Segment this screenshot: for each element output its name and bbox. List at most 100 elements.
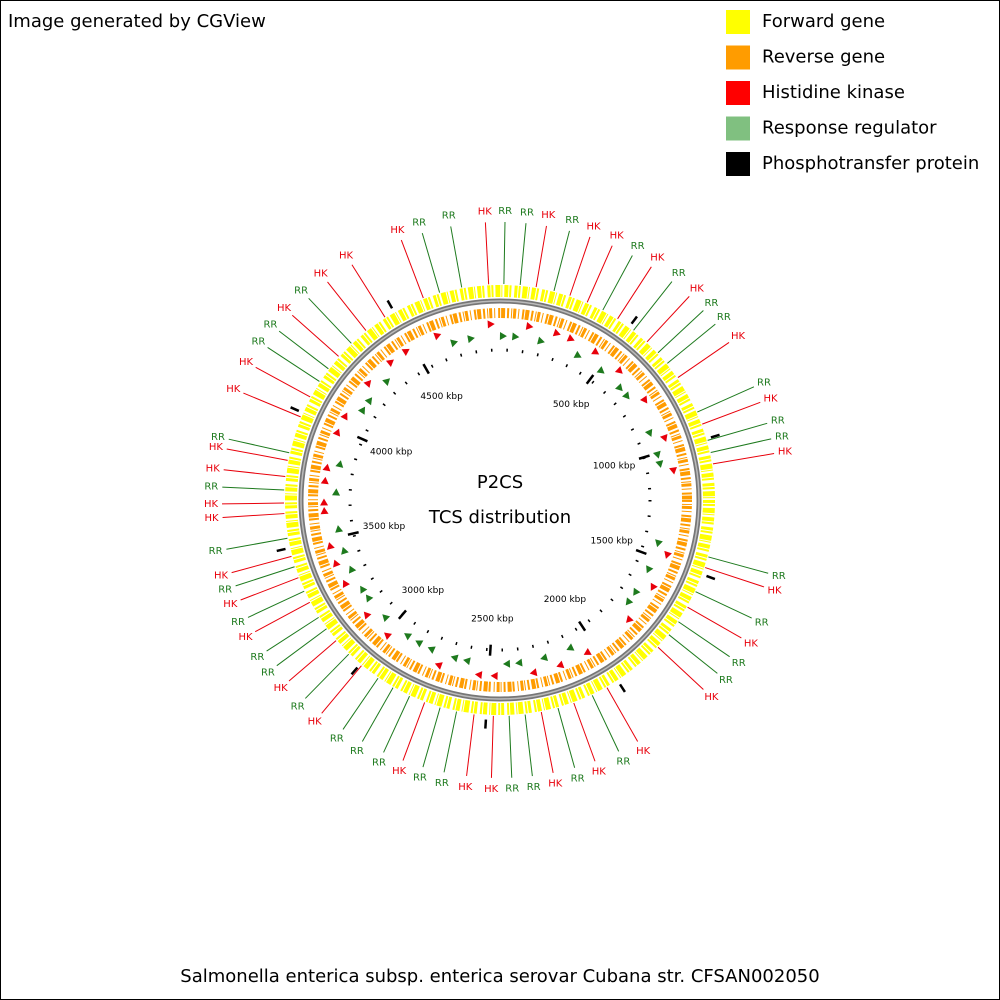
feature-label: RR	[294, 285, 308, 296]
feature-arrow	[490, 672, 498, 681]
map-title: P2CS	[477, 472, 523, 493]
feature-arrow	[340, 412, 348, 421]
feature-line	[678, 621, 730, 658]
outer-tick	[484, 719, 488, 729]
feature-line	[668, 634, 718, 674]
feature-arrow	[335, 460, 344, 468]
feature-line	[708, 556, 769, 574]
feature-line	[540, 711, 554, 773]
feature-label: HK	[274, 683, 289, 694]
feature-label: RR	[261, 667, 275, 678]
outer-tick	[386, 299, 394, 309]
tick-label: 3500 kbp	[363, 522, 406, 532]
feature-line	[266, 616, 319, 652]
feature-line	[617, 266, 652, 320]
feature-line	[223, 469, 286, 478]
feature-line	[490, 715, 494, 778]
feature-label: HK	[744, 638, 759, 649]
feature-arrow	[427, 646, 436, 654]
feature-arrow	[467, 335, 475, 344]
feature-arrow	[614, 366, 623, 374]
outer-tick	[350, 666, 359, 676]
feature-line	[606, 687, 639, 742]
legend-label: Phosphotransfer protein	[762, 153, 979, 174]
feature-arrow	[434, 662, 443, 670]
feature-line	[657, 646, 704, 690]
feature-arrow	[320, 507, 329, 515]
feature-arrow	[385, 359, 394, 367]
feature-arrow	[320, 498, 329, 506]
feature-line	[519, 223, 527, 285]
feature-line	[450, 226, 463, 288]
feature-line	[226, 537, 288, 550]
feature-line	[228, 438, 290, 454]
feature-label: HK	[223, 599, 238, 610]
feature-arrow	[357, 406, 366, 415]
feature-line	[247, 590, 305, 618]
feature-label: HK	[277, 303, 292, 314]
feature-arrow	[556, 660, 565, 669]
feature-arrow	[669, 466, 677, 475]
feature-arrow	[327, 542, 335, 550]
backbone-highlight	[300, 300, 700, 700]
feature-arrow	[487, 320, 495, 329]
feature-label: RR	[771, 415, 785, 426]
feature-line	[267, 347, 320, 382]
outer-tick	[710, 433, 720, 439]
feature-line	[321, 665, 362, 714]
feature-label: RR	[717, 312, 731, 323]
feature-line	[697, 386, 755, 413]
feature-arrow	[450, 339, 458, 348]
feature-label: HK	[704, 692, 719, 703]
feature-arrow	[615, 383, 623, 392]
feature-line	[687, 606, 742, 639]
feature-label: HK	[592, 767, 607, 778]
feature-arrow	[382, 378, 391, 386]
legend-swatch	[726, 152, 750, 176]
feature-label: HK	[650, 253, 665, 264]
feature-label: HK	[690, 283, 705, 294]
feature-line	[573, 702, 596, 762]
inner-tick	[347, 531, 359, 536]
feature-label: HK	[548, 779, 563, 790]
feature-label: RR	[772, 571, 786, 582]
feature-arrow	[363, 380, 372, 388]
feature-label: RR	[565, 215, 579, 226]
feature-arrow	[342, 579, 350, 588]
scale-dots	[348, 348, 652, 652]
feature-label: RR	[442, 211, 456, 222]
feature-line	[591, 695, 620, 752]
feature-line	[707, 422, 768, 441]
feature-arrow	[474, 671, 483, 680]
feature-arrow	[655, 460, 664, 468]
feature-line	[646, 296, 690, 343]
feature-arrow	[622, 391, 630, 400]
feature-label: HK	[392, 766, 407, 777]
feature-label: RR	[350, 746, 364, 757]
feature-arrow	[566, 643, 575, 651]
tick-label: 1500 kbp	[590, 537, 633, 547]
feature-label: RR	[672, 268, 686, 279]
tick-label: 4000 kbp	[370, 447, 413, 457]
feature-line	[666, 323, 716, 364]
feature-arrow	[322, 463, 331, 472]
feature-label: HK	[636, 746, 651, 757]
feature-arrow	[415, 640, 424, 648]
feature-label: HK	[214, 570, 229, 581]
feature-arrow	[341, 546, 349, 555]
feature-line	[291, 314, 339, 357]
feature-arrow	[511, 332, 520, 341]
feature-label: RR	[719, 675, 733, 686]
feature-label: HK	[390, 225, 405, 236]
feature-label: RR	[704, 298, 718, 309]
feature-label: HK	[204, 499, 219, 510]
feature-label: RR	[732, 658, 746, 669]
inner-tick	[488, 644, 492, 656]
legend-swatch	[726, 81, 750, 105]
feature-line	[255, 366, 311, 398]
tick-label: 500 kbp	[553, 400, 590, 410]
feature-label: HK	[767, 585, 782, 596]
feature-arrow	[625, 597, 634, 606]
